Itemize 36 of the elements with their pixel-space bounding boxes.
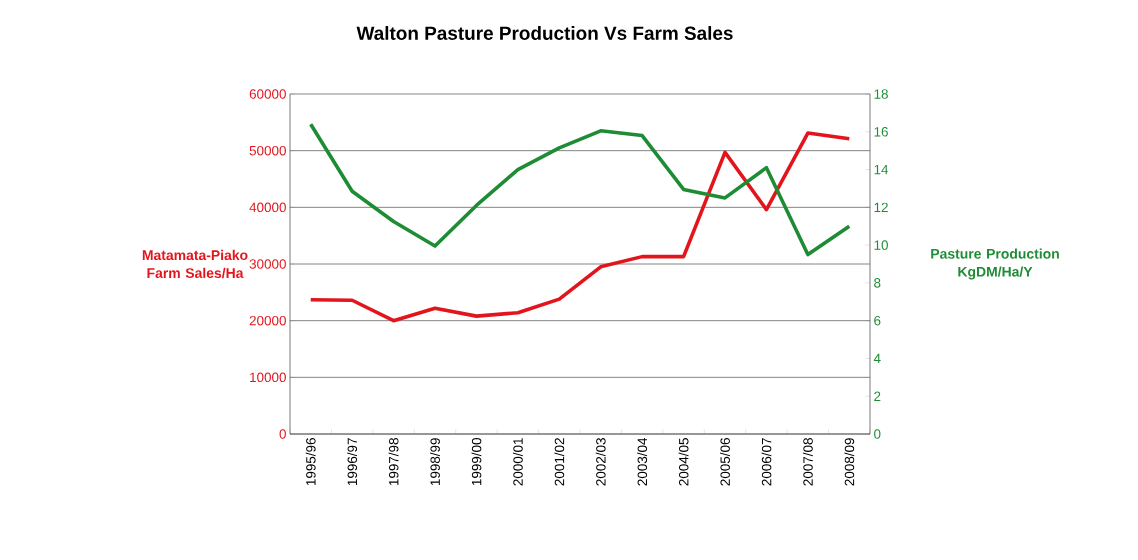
x-tick-label: 2008/09 [844, 438, 855, 486]
line-series [308, 131, 852, 323]
y2-axis-title: Pasture Production KgDM/Ha/Y [931, 248, 1059, 280]
x-tick-label: 1997/98 [388, 438, 399, 486]
x-tick-label: 2003/04 [637, 437, 648, 486]
x-tick-label: 1996/97 [347, 438, 358, 486]
y2-tick-label: 10 [874, 240, 888, 250]
y-tick-label: 30000 [249, 259, 286, 269]
x-tick-label: 2002/03 [595, 438, 606, 486]
y-tick-label: 20000 [249, 315, 286, 326]
y-tick-label: 40000 [249, 202, 286, 213]
line-series [308, 122, 852, 257]
y2-tick-label: 0 [874, 429, 881, 439]
y2-tick-label: 4 [873, 353, 881, 364]
x-tick-label: 2006/07 [761, 438, 772, 486]
y2-tick-label: 16 [874, 127, 888, 137]
y-tick-label: 10000 [250, 372, 286, 383]
x-tick-label: 2007/08 [802, 438, 813, 486]
y2-tick-label: 14 [874, 164, 889, 175]
x-tick-label: 1995/96 [305, 438, 316, 486]
x-tick-label: 2005/06 [720, 438, 730, 486]
x-tick-label: 1999/00 [471, 438, 482, 486]
x-tick-label: 2000/01 [512, 438, 523, 486]
y-axis-title: Matamata-Piako Farm Sales/Ha [142, 249, 248, 279]
chart-title: Walton Pasture Production Vs Farm Sales [356, 26, 733, 40]
y2-tick-label: 2 [874, 391, 881, 401]
x-tick-label: 2004/05 [678, 438, 689, 486]
y2-tick-label: 12 [874, 202, 888, 213]
y2-tick-label: 8 [874, 278, 881, 288]
y-tick-label: 60000 [249, 89, 286, 99]
y-tick-label: 50000 [249, 145, 286, 156]
y-tick-label: 0 [279, 429, 286, 439]
y2-tick-label: 18 [874, 89, 888, 99]
x-tick-label: 2001/02 [554, 438, 565, 486]
x-tick-label: 1998/99 [430, 438, 440, 486]
y2-tick-label: 6 [874, 315, 881, 326]
